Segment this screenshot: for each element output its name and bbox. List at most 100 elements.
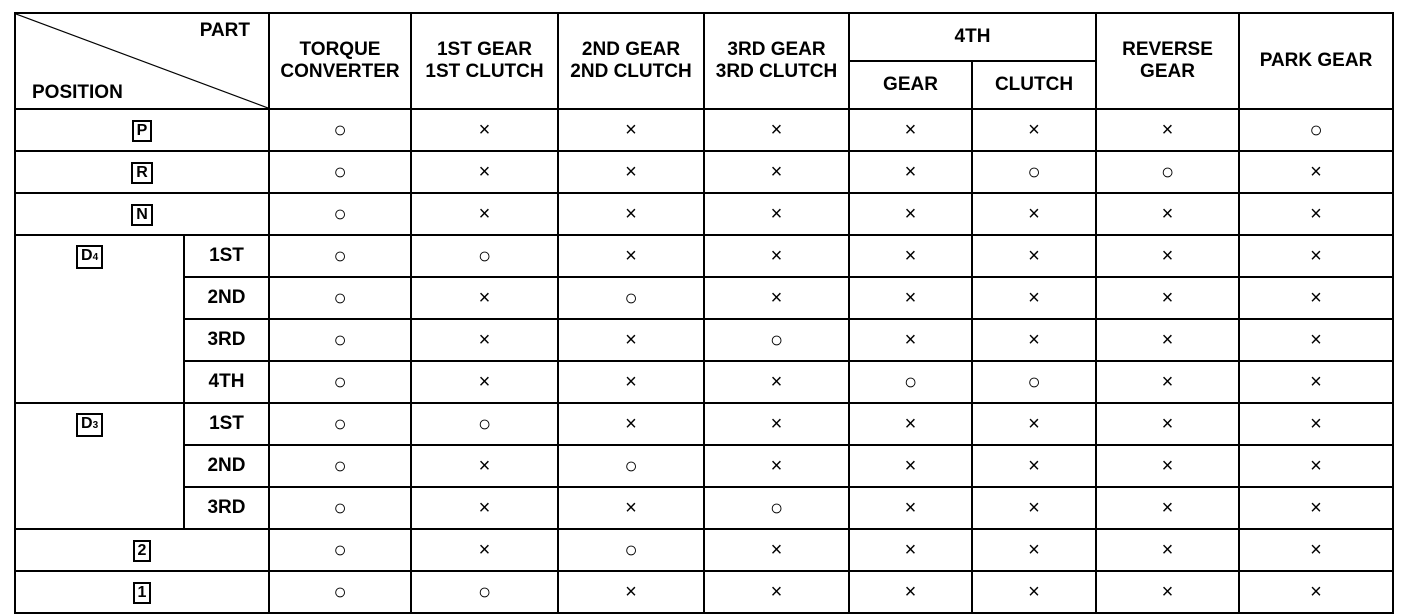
engagement-cell: ×	[971, 318, 1097, 362]
engagement-cell: ×	[557, 318, 705, 362]
engagement-cell: ×	[1238, 444, 1394, 488]
engagement-cell: ×	[410, 276, 559, 320]
engagement-cell: ○	[1095, 150, 1240, 194]
engagement-cell: ×	[410, 192, 559, 236]
gear-cell: 1ST	[183, 234, 270, 278]
engagement-cell: ×	[1238, 570, 1394, 614]
engagement-cell: ×	[971, 192, 1097, 236]
position-cell: P	[14, 108, 270, 152]
engagement-cell: ×	[557, 570, 705, 614]
gear-cell: 3RD	[183, 318, 270, 362]
position-cell: R	[14, 150, 270, 194]
part-label: PART	[199, 20, 250, 41]
engagement-cell: ×	[410, 360, 559, 404]
position-label: POSITION	[32, 82, 123, 103]
table-row: 3RD ○ × × ○ × × × ×	[15, 318, 1394, 362]
engagement-cell: ×	[971, 528, 1097, 572]
position-cell: D4	[14, 234, 185, 404]
engagement-cell: ×	[848, 276, 973, 320]
table-row: 2ND ○ × ○ × × × × ×	[15, 444, 1394, 488]
engagement-cell: ×	[1238, 318, 1394, 362]
engagement-cell: ×	[1238, 276, 1394, 320]
engagement-cell: ○	[848, 360, 973, 404]
engagement-cell: ×	[703, 360, 850, 404]
table-row: 3RD ○ × × ○ × × × ×	[15, 486, 1394, 530]
engagement-cell: ○	[557, 276, 705, 320]
engagement-cell: ○	[268, 444, 412, 488]
engagement-cell: ×	[557, 486, 705, 530]
gear-cell: 3RD	[183, 486, 270, 530]
engagement-cell: ×	[971, 108, 1097, 152]
table-row: P ○ × × × × × × ○	[14, 108, 1394, 152]
engagement-cell: ×	[848, 192, 973, 236]
engagement-cell: ○	[410, 402, 559, 446]
engagement-cell: ○	[268, 192, 412, 236]
corner-header: PART POSITION	[14, 12, 270, 110]
gear-cell: 2ND	[183, 276, 270, 320]
position-symbol: P	[131, 119, 153, 142]
engagement-cell: ×	[848, 528, 973, 572]
position-symbol: D4	[76, 245, 104, 269]
engagement-cell: ×	[971, 276, 1097, 320]
table-row: 1 ○ ○ × × × × × ×	[14, 570, 1394, 614]
col-3rd: 3RD GEAR 3RD CLUTCH	[703, 12, 850, 110]
engagement-cell: ×	[848, 108, 973, 152]
col-park: PARK GEAR	[1238, 12, 1394, 110]
engagement-cell: ×	[1095, 192, 1240, 236]
engagement-cell: ○	[268, 360, 412, 404]
position-cell: N	[14, 192, 270, 236]
engagement-cell: ×	[1095, 234, 1240, 278]
table-row: N ○ × × × × × × ×	[14, 192, 1394, 236]
engagement-cell: ×	[1238, 528, 1394, 572]
engagement-cell: ×	[848, 486, 973, 530]
engagement-cell: ○	[703, 486, 850, 530]
engagement-cell: ×	[410, 108, 559, 152]
position-cell: D3	[14, 402, 185, 530]
engagement-cell: ×	[848, 150, 973, 194]
col-1st: 1ST GEAR 1ST CLUTCH	[410, 12, 559, 110]
col-torque-converter: TORQUE CONVERTER	[268, 12, 412, 110]
engagement-cell: ○	[268, 150, 412, 194]
position-cell: 1	[14, 570, 270, 614]
engagement-cell: ×	[848, 234, 973, 278]
engagement-cell: ×	[410, 528, 559, 572]
engagement-cell: ×	[703, 402, 850, 446]
engagement-cell: ×	[703, 570, 850, 614]
engagement-cell: ×	[848, 318, 973, 362]
engagement-cell: ×	[971, 234, 1097, 278]
col-4th-clutch: CLUTCH	[971, 60, 1097, 110]
engagement-cell: ×	[410, 150, 559, 194]
engagement-cell: ×	[1238, 192, 1394, 236]
engagement-cell: ×	[557, 150, 705, 194]
position-cell: 2	[14, 528, 270, 572]
engagement-cell: ×	[1238, 486, 1394, 530]
engagement-cell: ×	[1095, 486, 1240, 530]
engagement-cell: ○	[268, 570, 412, 614]
engagement-cell: ×	[1095, 108, 1240, 152]
engagement-cell: ×	[410, 444, 559, 488]
engagement-cell: ×	[1095, 444, 1240, 488]
table-row: D3 1ST ○ ○ × × × × × ×	[14, 402, 1394, 530]
table-row: R ○ × × × × ○ ○ ×	[14, 150, 1394, 194]
engagement-cell: ×	[703, 276, 850, 320]
engagement-cell: ×	[410, 318, 559, 362]
position-symbol: 2	[132, 539, 152, 562]
engagement-cell: ×	[1238, 402, 1394, 446]
engagement-cell: ×	[971, 486, 1097, 530]
engagement-cell: ×	[848, 402, 973, 446]
col-reverse: REVERSE GEAR	[1095, 12, 1240, 110]
engagement-cell: ×	[557, 108, 705, 152]
engagement-cell: ×	[703, 192, 850, 236]
engagement-cell: ○	[268, 108, 412, 152]
engagement-cell: ○	[410, 570, 559, 614]
engagement-cell: ×	[703, 234, 850, 278]
engagement-cell: ×	[703, 108, 850, 152]
table-row: 4TH ○ × × × ○ ○ × ×	[15, 360, 1394, 404]
gear-cell: 2ND	[183, 444, 270, 488]
engagement-cell: ×	[557, 402, 705, 446]
table-row: 2 ○ × ○ × × × × ×	[14, 528, 1394, 572]
engagement-cell: ○	[971, 360, 1097, 404]
engagement-cell: ×	[971, 444, 1097, 488]
engagement-cell: ×	[1238, 360, 1394, 404]
engagement-cell: ×	[1095, 360, 1240, 404]
